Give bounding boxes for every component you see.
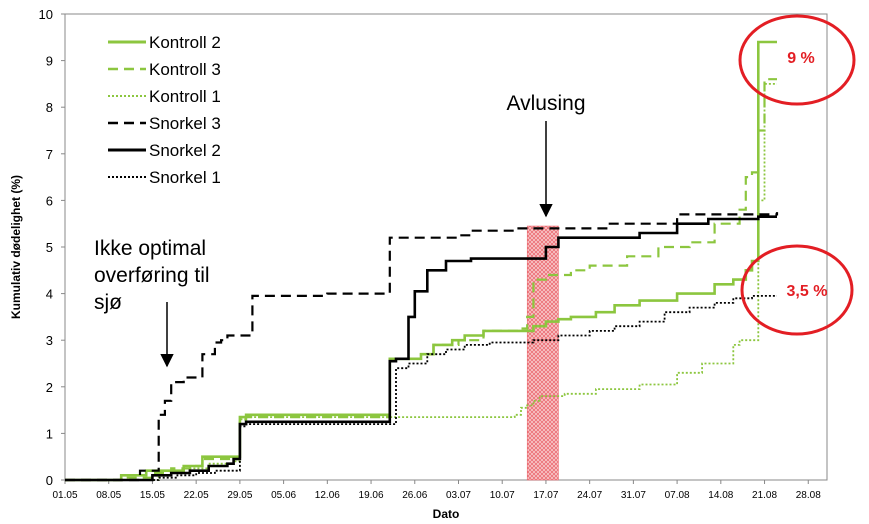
y-tick-label: 6 xyxy=(46,193,53,208)
y-tick-label: 8 xyxy=(46,100,53,115)
x-tick-label: 07.08 xyxy=(665,490,690,501)
x-tick-label: 24.07 xyxy=(577,490,602,501)
series-line-kontroll-1 xyxy=(65,83,777,481)
legend-entry-snorkel-2: Snorkel 2 xyxy=(108,141,221,160)
legend-entry-kontroll-2: Kontroll 2 xyxy=(108,33,221,52)
x-tick-label: 01.05 xyxy=(52,490,77,501)
highlight-ellipse-3-5 xyxy=(740,244,854,336)
legend-entry-snorkel-3: Snorkel 3 xyxy=(108,114,221,133)
y-tick-label: 0 xyxy=(46,473,53,488)
x-tick-label: 31.07 xyxy=(621,490,646,501)
x-tick-label: 03.07 xyxy=(446,490,471,501)
annotation-9-percent: 9 % xyxy=(738,14,856,106)
x-tick-label: 10.07 xyxy=(490,490,515,501)
series-line-snorkel-2 xyxy=(65,215,777,482)
legend: Kontroll 2 Kontroll 3 Kontroll 1 Snorkel… xyxy=(108,33,221,187)
series-line-snorkel-3 xyxy=(65,212,779,482)
svg-text:Kontroll 2: Kontroll 2 xyxy=(149,33,221,52)
y-tick-label: 7 xyxy=(46,147,53,162)
x-tick-label: 19.06 xyxy=(359,490,384,501)
svg-text:sjø: sjø xyxy=(94,291,122,314)
svg-text:Kontroll 1: Kontroll 1 xyxy=(149,87,221,106)
x-tick-label: 28.08 xyxy=(796,490,821,501)
svg-text:Snorkel 1: Snorkel 1 xyxy=(149,168,221,187)
series-line-kontroll-3 xyxy=(65,78,777,482)
highlight-ellipse-9 xyxy=(738,14,856,106)
y-axis-title: Kumulativ dødelighet (%) xyxy=(9,175,23,319)
annotation-transfer: Ikke optimal overføring til sjø xyxy=(94,237,210,368)
plot-area xyxy=(64,13,828,481)
y-tick-label: 2 xyxy=(46,380,53,395)
x-tick-label: 17.07 xyxy=(533,490,558,501)
svg-text:9 %: 9 % xyxy=(787,50,815,67)
x-tick-label: 21.08 xyxy=(752,490,777,501)
x-tick-label: 26.06 xyxy=(402,490,427,501)
x-tick-label: 22.05 xyxy=(184,490,209,501)
series-layer xyxy=(65,40,779,482)
y-tick-label: 4 xyxy=(46,287,53,302)
series-line-kontroll-2 xyxy=(65,40,777,482)
annotation-avlusing: Avlusing xyxy=(507,92,586,218)
svg-text:3,5 %: 3,5 % xyxy=(787,283,828,300)
svg-text:Kontroll 3: Kontroll 3 xyxy=(149,60,221,79)
legend-entry-snorkel-1: Snorkel 1 xyxy=(108,168,221,187)
svg-text:Avlusing: Avlusing xyxy=(507,92,586,115)
y-tick-label: 1 xyxy=(46,426,53,441)
legend-entry-kontroll-3: Kontroll 3 xyxy=(108,60,221,79)
svg-text:Snorkel 3: Snorkel 3 xyxy=(149,114,221,133)
y-tick-label: 3 xyxy=(46,333,53,348)
series-line-snorkel-1 xyxy=(65,295,777,481)
x-tick-label: 05.06 xyxy=(271,490,296,501)
x-tick-label: 29.05 xyxy=(227,490,252,501)
y-tick-label: 10 xyxy=(39,7,53,22)
annotation-3-5-percent: 3,5 % xyxy=(740,244,854,336)
svg-text:overføring til: overføring til xyxy=(94,264,210,287)
legend-entry-kontroll-1: Kontroll 1 xyxy=(108,87,221,106)
y-tick-label: 5 xyxy=(46,240,53,255)
x-tick-label: 14.08 xyxy=(708,490,733,501)
svg-text:Snorkel 2: Snorkel 2 xyxy=(149,141,221,160)
x-tick-label: 08.05 xyxy=(96,490,121,501)
x-tick-label: 15.05 xyxy=(140,490,165,501)
svg-text:Ikke optimal: Ikke optimal xyxy=(94,237,206,260)
y-tick-label: 9 xyxy=(46,54,53,69)
avlusing-shaded-period xyxy=(526,225,559,481)
x-axis-title: Dato xyxy=(433,507,460,521)
x-tick-label: 12.06 xyxy=(315,490,340,501)
axes: 0 1 2 3 4 5 6 7 8 9 10 01.05 08.05 15.05 22.05 29.05 05.… xyxy=(39,7,822,501)
